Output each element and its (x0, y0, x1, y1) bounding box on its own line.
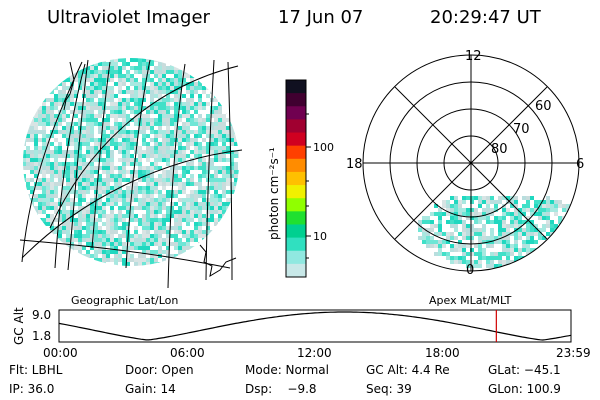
color-bar-step (286, 132, 306, 147)
color-bar-step (286, 211, 306, 225)
mlt-label-12: 12 (465, 49, 482, 64)
gc-alt-status: GC Alt: 4.4 Re (366, 363, 450, 377)
seq-status: Seq: 39 (366, 382, 412, 396)
altitude-ytick: 1.8 (32, 329, 51, 343)
color-bar-step (286, 106, 306, 120)
polar-emission-image (418, 196, 579, 268)
color-bar-step (286, 185, 306, 199)
polar-plot: 12 18 6 0 60 70 80 (346, 49, 584, 278)
mlt-label-18: 18 (346, 157, 363, 172)
glat-status: GLat: −45.1 (488, 363, 561, 377)
filter-status: Flt: LBHL (9, 363, 63, 377)
altitude-ylabel: GC Alt (12, 307, 26, 345)
gain-status: Gain: 14 (125, 382, 176, 396)
instrument-title: Ultraviolet Imager (47, 7, 210, 28)
color-bar-step (286, 237, 306, 252)
altitude-ytick: 9.0 (32, 308, 51, 322)
color-bar-step (286, 263, 306, 278)
mlt-label-0: 0 (466, 263, 474, 278)
altitude-xtick: 23:59 (556, 346, 591, 360)
color-bar-frame (285, 79, 307, 278)
color-bar-tick-label: 10 (313, 230, 327, 243)
color-bar-tick-label: 100 (313, 141, 334, 154)
mode-status: Mode: Normal (245, 363, 329, 377)
door-status: Door: Open (125, 363, 194, 377)
color-bar-step (286, 198, 306, 212)
altitude-curve (59, 311, 571, 341)
altitude-xtick: 00:00 (43, 346, 78, 360)
color-bar-step (286, 224, 306, 239)
mlat-label-70: 70 (513, 122, 530, 137)
color-bar-step (286, 119, 306, 134)
coastline (199, 244, 237, 278)
color-bar-step (286, 158, 306, 173)
color-bar-step (286, 145, 306, 160)
color-bar-step (286, 80, 306, 94)
mlt-label-6: 6 (576, 157, 584, 172)
polar-meridian (394, 86, 548, 240)
time-label: 20:29:47 UT (430, 7, 541, 28)
color-bar-label: photon cm⁻²s⁻¹ (267, 147, 281, 240)
geographic-label: Geographic Lat/Lon (71, 294, 178, 307)
geographic-image (19, 58, 243, 289)
altitude-xtick: 06:00 (170, 346, 205, 360)
apex-label: Apex MLat/MLT (429, 294, 512, 307)
polar-grid (362, 54, 580, 272)
glon-status: GLon: 100.9 (488, 382, 561, 396)
altitude-frame (58, 309, 572, 343)
color-bar-step (286, 250, 306, 265)
color-bar: 100 10 photon cm⁻²s⁻¹ (267, 79, 334, 278)
altitude-plot: 9.0 1.8 GC Alt 00:00 06:00 12:00 18:00 2… (12, 307, 591, 360)
dsp-status: Dsp: −9.8 (245, 382, 317, 396)
altitude-xtick: 18:00 (425, 346, 460, 360)
mlat-label-60: 60 (535, 99, 552, 114)
color-bar-step (286, 93, 306, 107)
mlat-label-80: 80 (491, 142, 508, 157)
color-bar-step (286, 171, 306, 186)
date-label: 17 Jun 07 (278, 7, 364, 28)
geographic-grid (19, 59, 243, 289)
coastline (63, 61, 75, 111)
ip-status: IP: 36.0 (9, 382, 55, 396)
altitude-xtick: 12:00 (297, 346, 332, 360)
